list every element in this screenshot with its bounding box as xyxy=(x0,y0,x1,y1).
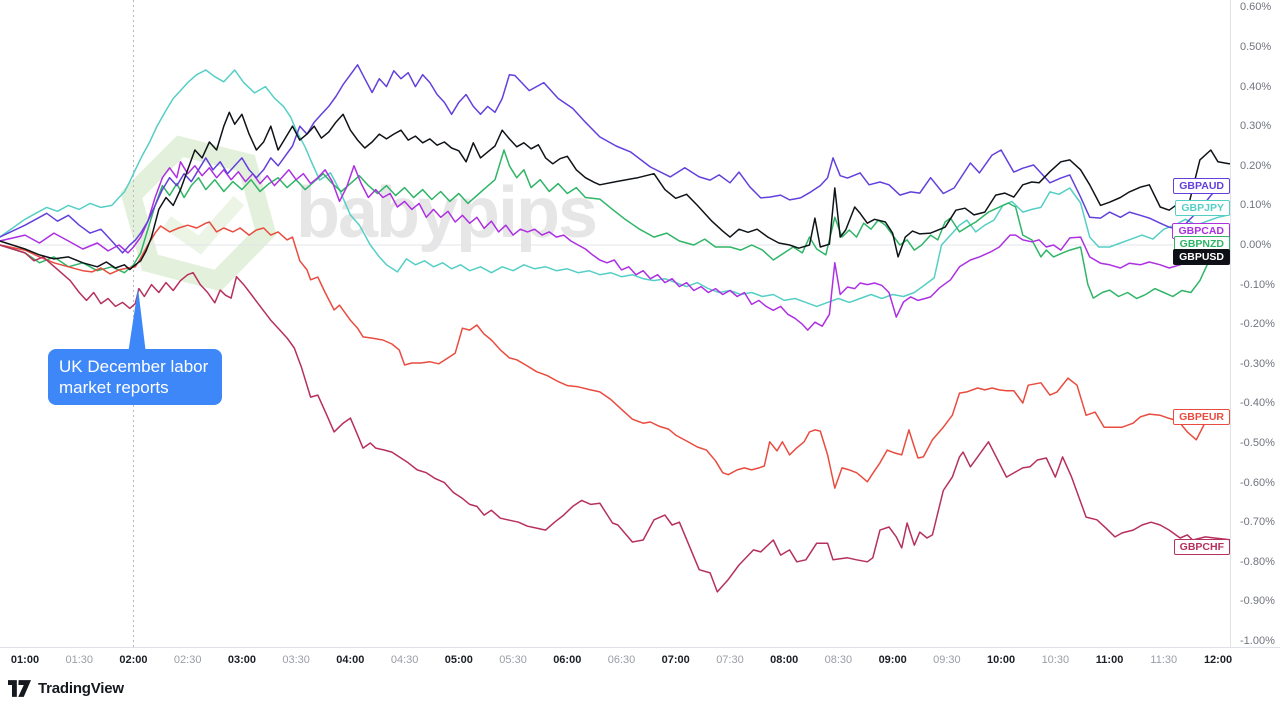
price-chart-plot[interactable] xyxy=(0,0,1280,648)
time-tick-label: 06:30 xyxy=(607,654,636,666)
time-tick-label: 12:00 xyxy=(1203,654,1233,666)
pair-label-gbpusd: GBPUSD xyxy=(1173,248,1230,265)
pair-label-gbpcad: GBPCAD xyxy=(1172,223,1230,240)
annotation-callout[interactable]: UK December labor market reports xyxy=(48,349,222,405)
pair-label-gbpjpy: GBPJPY xyxy=(1175,200,1230,217)
price-tick-label: 0.10% xyxy=(1240,199,1272,212)
time-tick-label: 04:00 xyxy=(336,654,365,666)
price-tick-label: 0.30% xyxy=(1240,120,1272,133)
time-tick-label: 06:00 xyxy=(553,654,582,666)
tradingview-wordmark: TradingView xyxy=(38,680,124,697)
time-tick-label: 09:00 xyxy=(878,654,907,666)
price-tick-label: -0.40% xyxy=(1240,397,1275,410)
price-tick-label: 0.40% xyxy=(1240,80,1272,93)
time-tick-label: 02:30 xyxy=(173,654,202,666)
annotation-pointer xyxy=(128,288,146,354)
time-tick-label: 05:00 xyxy=(444,654,473,666)
pair-label-gbpnzd: GBPNZD xyxy=(1173,235,1230,252)
time-tick-label: 01:30 xyxy=(65,654,93,666)
price-tick-label: -0.70% xyxy=(1240,516,1275,529)
price-tick-label: -0.20% xyxy=(1240,318,1275,331)
price-tick-label: -0.10% xyxy=(1240,278,1275,291)
time-tick-label: 08:30 xyxy=(824,654,853,666)
price-tick-label: 0.60% xyxy=(1240,1,1272,14)
pair-label-gbpaud: GBPAUD xyxy=(1173,177,1230,194)
series-line-gbpaud[interactable] xyxy=(0,64,1233,254)
time-tick-label: 02:00 xyxy=(119,654,148,666)
price-tick-label: 0.20% xyxy=(1240,159,1272,172)
time-tick-label: 03:30 xyxy=(282,654,310,666)
time-axis[interactable]: 01:00 01:30 02:00 02:30 03:00 03:30 04:00 04:30… xyxy=(0,647,1280,675)
annotation-text-line2: market reports xyxy=(59,378,169,397)
time-tick-label: 08:00 xyxy=(770,654,799,666)
tradingview-logo[interactable]: TradingView xyxy=(8,680,124,697)
price-tick-label: 0.00% xyxy=(1240,239,1272,251)
price-tick-label: -0.50% xyxy=(1240,437,1275,449)
time-tick-label: 04:30 xyxy=(390,654,419,666)
price-tick-label: -0.30% xyxy=(1240,357,1275,370)
time-tick-label: 05:30 xyxy=(499,654,527,666)
pair-label-gbpeur: GBPEUR xyxy=(1173,408,1230,425)
time-tick-label: 01:00 xyxy=(10,654,40,666)
tradingview-icon xyxy=(8,680,31,697)
annotation-text-line1: UK December labor xyxy=(59,357,209,376)
time-tick-label: 10:30 xyxy=(1041,654,1070,666)
price-tick-label: 0.50% xyxy=(1240,41,1272,53)
series-line-gbpchf[interactable] xyxy=(0,244,1233,593)
time-tick-label: 09:30 xyxy=(933,654,961,666)
time-tick-label: 11:00 xyxy=(1095,654,1124,666)
series-line-gbpusd[interactable] xyxy=(0,111,1238,271)
pair-label-gbpchf: GBPCHF xyxy=(1173,539,1230,556)
time-tick-label: 10:00 xyxy=(987,654,1016,666)
series-line-gbpcad[interactable] xyxy=(0,161,1233,331)
series-line-gbpjpy[interactable] xyxy=(0,69,1233,308)
price-tick-label: -0.80% xyxy=(1240,555,1275,568)
time-tick-label: 07:30 xyxy=(716,654,744,666)
price-tick-label: -0.60% xyxy=(1240,476,1275,489)
time-tick-label: 11:30 xyxy=(1150,654,1178,666)
time-tick-label: 03:00 xyxy=(227,654,256,666)
price-axis[interactable]: 0.60% 0.50% 0.40% 0.30% 0.20% 0.10% 0.00% -0.10… xyxy=(1230,0,1280,647)
time-tick-label: 07:00 xyxy=(661,654,690,666)
price-tick-label: -1.00% xyxy=(1240,635,1275,647)
price-tick-label: -0.90% xyxy=(1240,595,1275,608)
